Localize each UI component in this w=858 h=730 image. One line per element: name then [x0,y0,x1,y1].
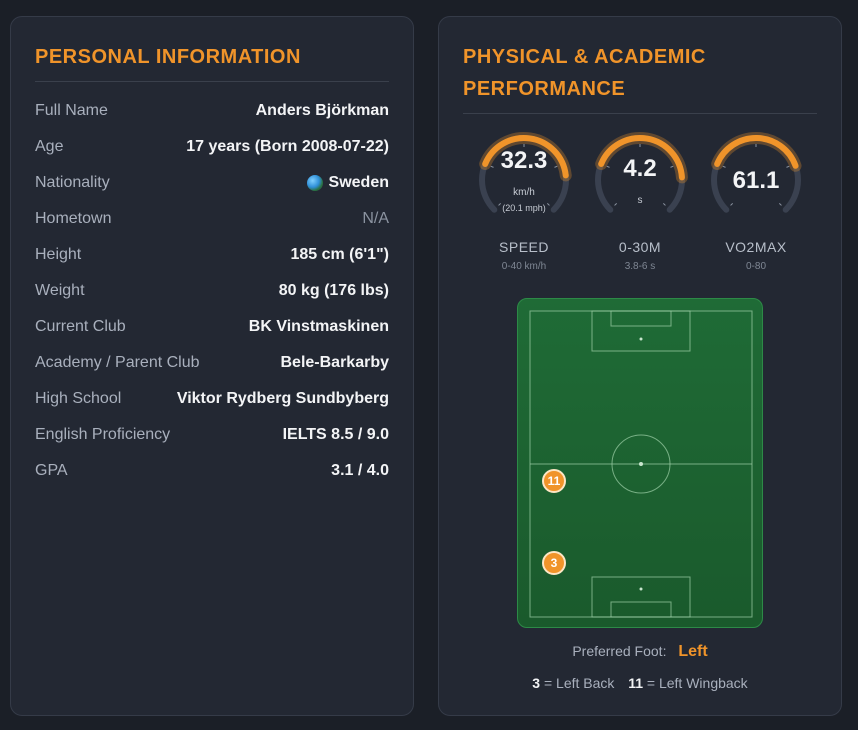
info-row-weight: Weight 80 kg (176 lbs) [35,273,389,309]
info-value: Viktor Rydberg Sundbyberg [176,390,389,407]
vo2max-value: 61.1 [732,167,780,194]
gauge-fill [598,135,685,181]
title-divider [463,113,817,114]
gauge-tick [730,202,734,206]
gauge-tick [662,202,666,206]
info-label: Height [35,246,82,263]
sprint-gauge: 4.2 s [585,125,695,235]
info-value: 3.1 / 4.0 [331,462,389,479]
sprint-gauge-ring [595,132,688,213]
info-value: 17 years (Born 2008-07-22) [186,138,389,155]
title-divider [35,81,389,82]
gauge-tick [614,202,618,206]
nationality-text: Sweden [328,174,389,191]
speed-gauge: 32.3 km/h (20.1 mph) [469,125,579,235]
info-row-english: English Proficiency IELTS 8.5 / 9.0 [35,417,389,453]
speed-sub: (20.1 mph) [502,203,546,213]
legend-number: 3 [532,675,541,691]
info-label: High School [35,390,122,407]
football-pitch: 11 3 [517,298,763,628]
personal-info-card: PERSONAL INFORMATION Full Name Anders Bj… [10,16,414,716]
vo2max-gauge-ring [711,132,802,213]
info-label: Weight [35,282,85,299]
player-marker-11: 11 [542,469,566,493]
info-value: Bele-Barkarby [280,354,390,371]
speed-gauge-ring [479,132,572,213]
gauge-tick [490,165,494,168]
pitch-markings [529,310,753,618]
info-row-gpa: GPA 3.1 / 4.0 [35,453,389,489]
info-value: 80 kg (176 lbs) [278,282,389,299]
player-marker-3: 3 [542,551,566,575]
info-row-age: Age 17 years (Born 2008-07-22) [35,129,389,165]
gauge-tick [722,165,726,168]
info-value: 185 cm (6'1") [290,246,389,263]
speed-value: 32.3 [500,147,548,174]
legend-text: = Left Back [543,675,615,691]
info-row-current-club: Current Club BK Vinstmaskinen [35,309,389,345]
performance-card: PHYSICAL & ACADEMIC PERFORMANCE 32.3 km/… [438,16,842,716]
info-row-high-school: High School Viktor Rydberg Sundbyberg [35,381,389,417]
info-label: Academy / Parent Club [35,354,200,371]
info-value: N/A [362,210,389,227]
sprint-range: 3.8-6 s [624,261,656,272]
globe-icon [306,175,323,191]
speed-unit: km/h [513,187,535,198]
info-label: Nationality [35,174,110,191]
info-value-nationality: Sweden [306,174,389,192]
info-value: IELTS 8.5 / 9.0 [282,426,389,443]
gauge-tick [554,165,558,168]
personal-info-title: PERSONAL INFORMATION [35,46,301,68]
info-row-nationality: Nationality Sweden [35,165,389,201]
gauge-tick [778,202,782,206]
gauge-tick [786,165,790,168]
vo2max-range: 0-80 [745,261,766,272]
vo2max-label: VO2MAX [725,239,787,255]
gauge-fill [482,135,569,179]
info-label: Current Club [35,318,126,335]
info-label: English Proficiency [35,426,171,443]
legend-number: 11 [628,675,644,691]
preferred-foot-label: Preferred Foot: [572,643,667,659]
info-row-hometown: Hometown N/A [35,201,389,237]
info-value: Anders Björkman [255,102,389,119]
gauge-fill [714,135,799,169]
speed-label: SPEED [499,239,549,255]
sprint-value: 4.2 [623,155,657,182]
gauge-tick [546,202,550,206]
info-label: Age [35,138,64,155]
info-label: GPA [35,462,68,479]
vo2max-gauge: 61.1 [701,125,811,235]
legend-text: = Left Wingback [646,675,748,691]
info-row-full-name: Full Name Anders Björkman [35,93,389,129]
sprint-label: 0-30M [618,239,662,255]
info-row-height: Height 185 cm (6'1") [35,237,389,273]
preferred-foot: Preferred Foot: Left [439,643,841,661]
gauge-tick [498,202,502,206]
position-legend: 3 = Left Back 11 = Left Wingback [439,675,841,691]
gauge-tick [606,165,610,168]
preferred-foot-value: Left [678,643,708,660]
info-value: BK Vinstmaskinen [248,318,389,335]
performance-title: PHYSICAL & ACADEMIC PERFORMANCE [463,46,706,100]
info-label: Hometown [35,210,112,227]
gauge-tick [670,165,674,168]
info-label: Full Name [35,102,108,119]
speed-range: 0-40 km/h [501,261,547,272]
sprint-unit: s [637,195,643,206]
info-row-academy: Academy / Parent Club Bele-Barkarby [35,345,389,381]
